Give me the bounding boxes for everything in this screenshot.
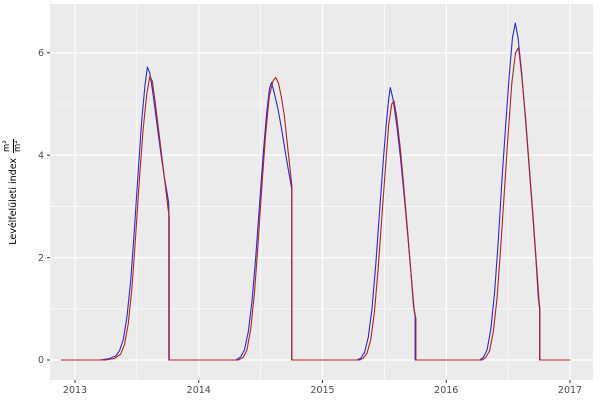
x-tick-label: 2016 — [434, 385, 458, 396]
y-tick-label: 6 — [38, 48, 44, 59]
x-tick-label: 2017 — [558, 385, 582, 396]
y-tick-label: 2 — [38, 253, 44, 264]
y-tick-label: 0 — [38, 355, 44, 366]
series-line-measured-lai-red — [60, 47, 571, 361]
unit-denominator: m² — [12, 140, 23, 152]
y-axis-title-text: Levélfelületi index — [7, 157, 19, 245]
x-tick-label: 2015 — [310, 385, 334, 396]
plot-panel — [50, 4, 593, 380]
y-axis-unit-fraction: m² m² — [2, 139, 24, 153]
x-tick-label: 2013 — [63, 385, 87, 396]
y-tick-label: 4 — [38, 150, 44, 161]
x-tick-label: 2014 — [187, 385, 211, 396]
y-axis-title: Levélfelületi index m² m² — [2, 42, 24, 342]
